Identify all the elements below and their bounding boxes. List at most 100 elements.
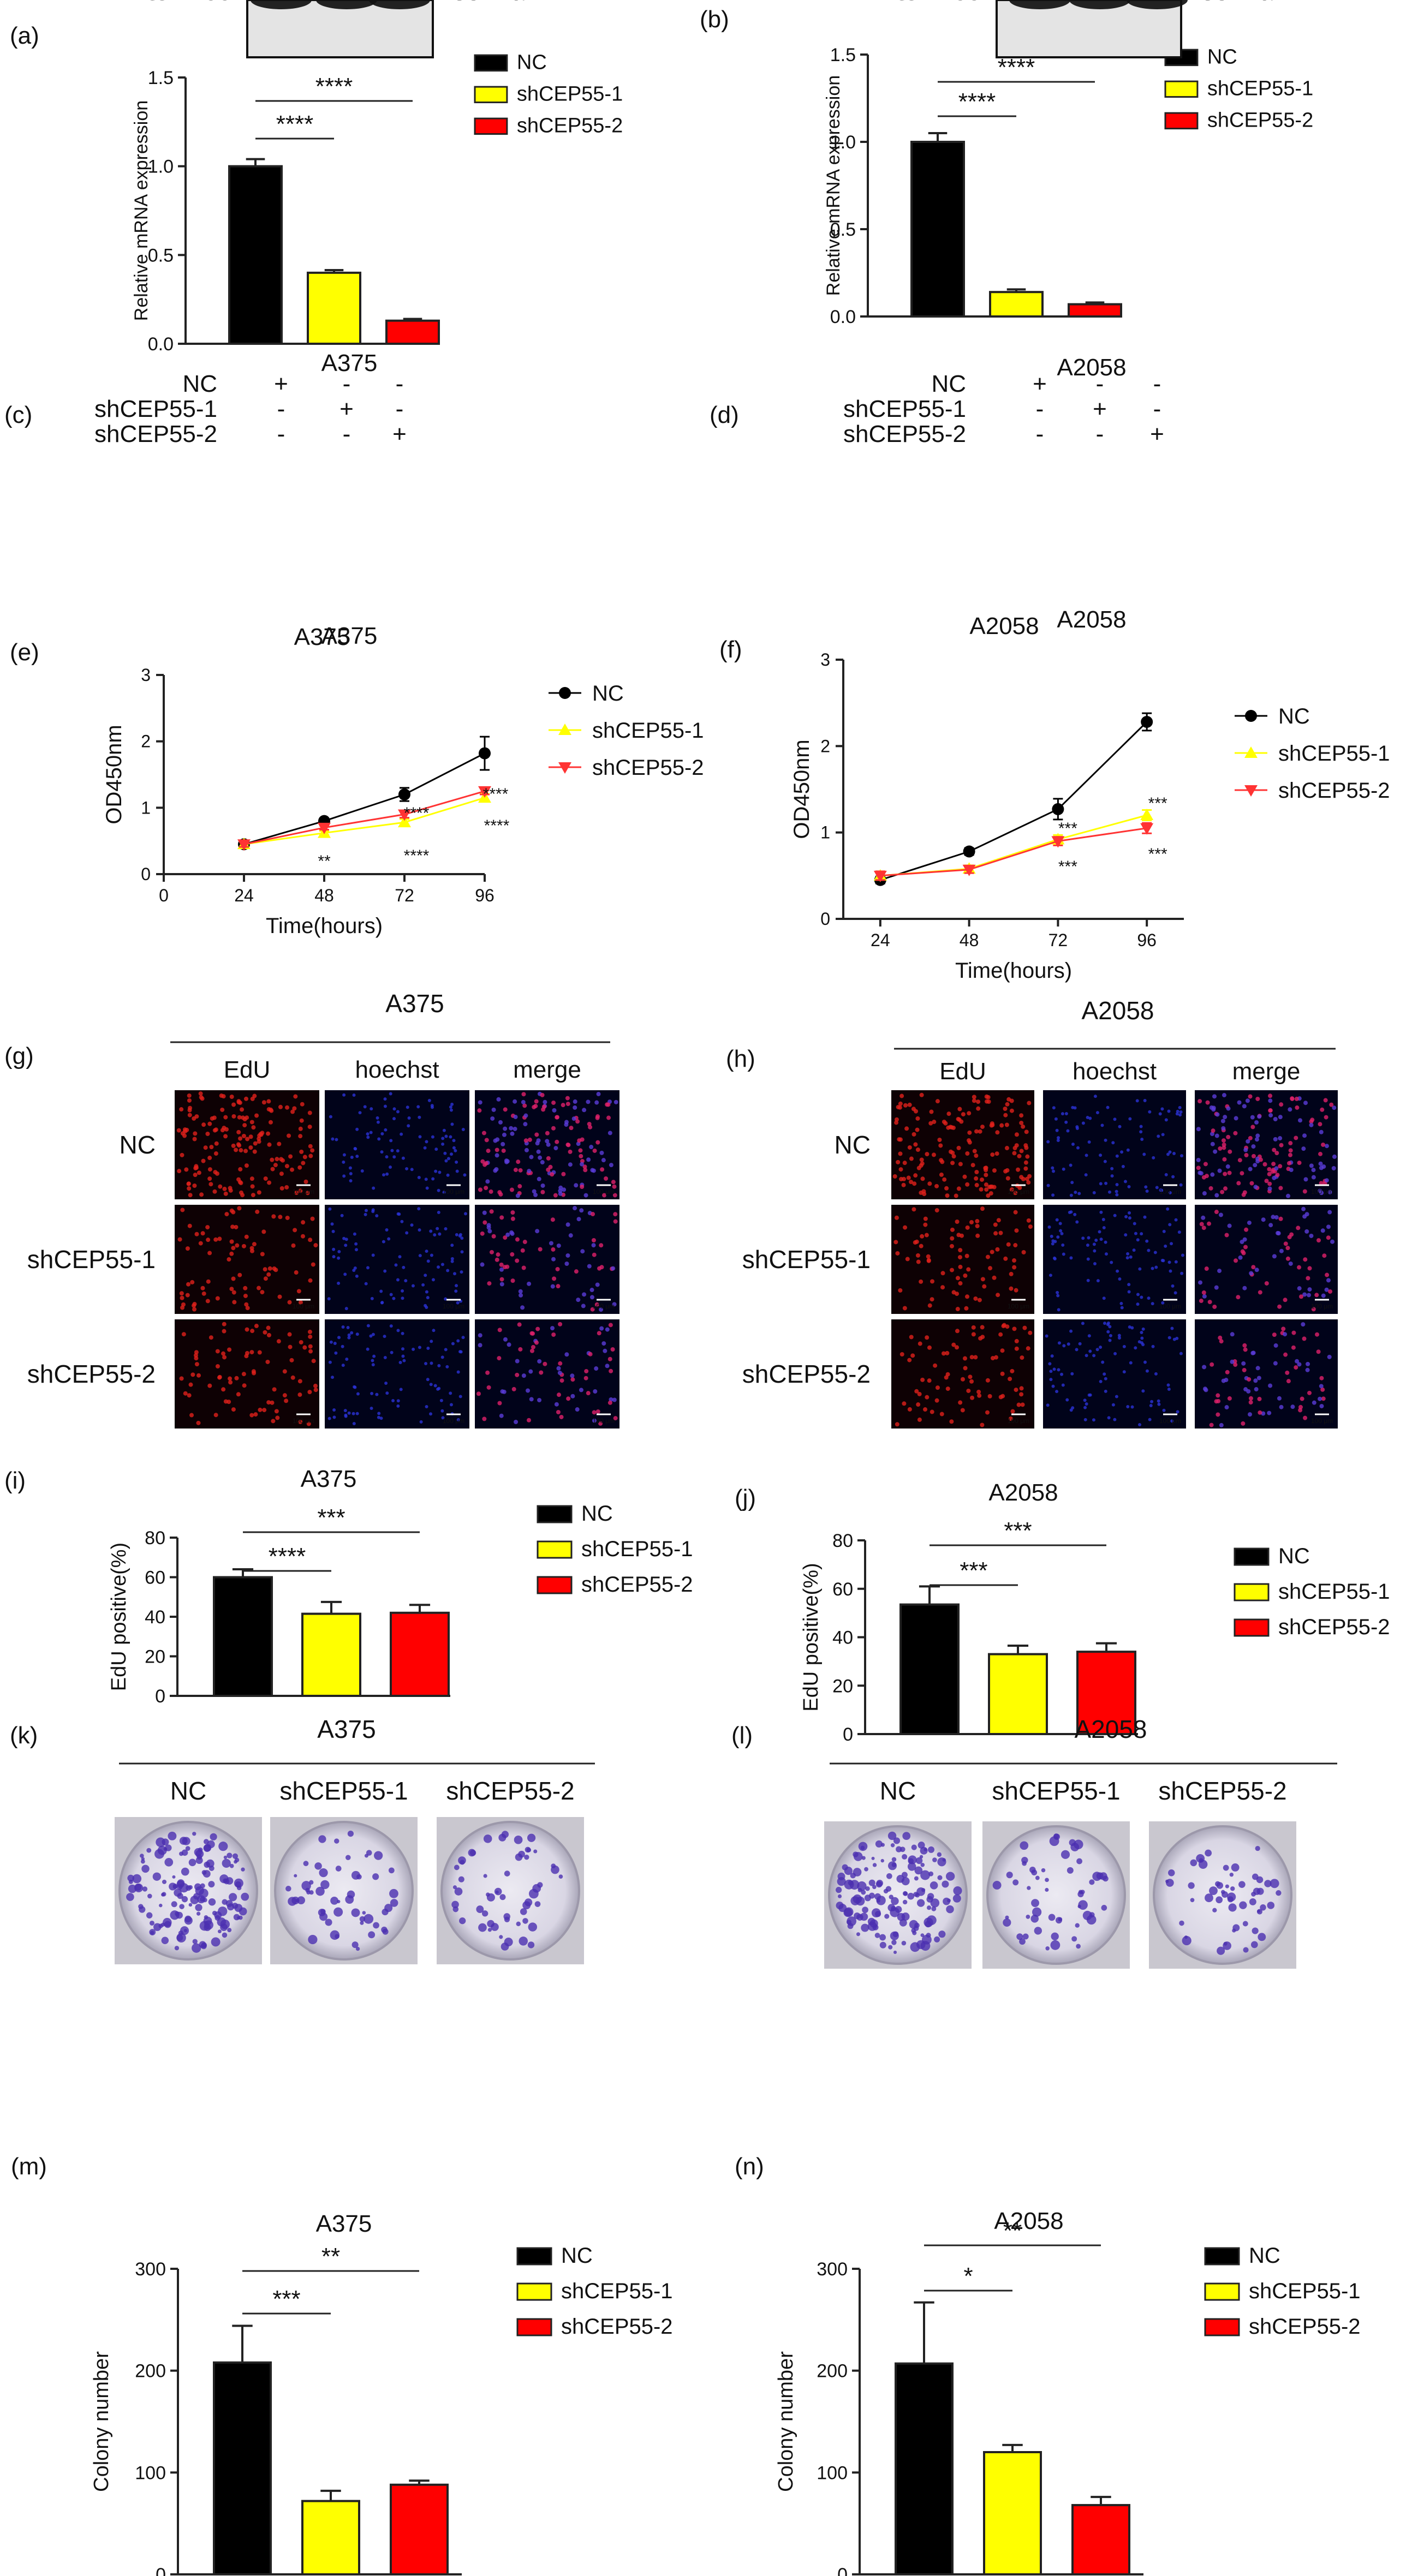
edu-cell-dot bbox=[1296, 1226, 1301, 1230]
edu-cell-dot bbox=[1046, 1140, 1050, 1144]
colony-spot bbox=[915, 1857, 923, 1864]
edu-cell-dot bbox=[389, 1166, 392, 1169]
edu-cell-dot bbox=[1025, 1154, 1030, 1159]
edu-cell-dot bbox=[310, 1148, 315, 1153]
edu-cell-dot bbox=[1154, 1372, 1158, 1376]
panel-label-l: (l) bbox=[731, 1722, 753, 1749]
edu-cell-dot bbox=[1093, 1095, 1097, 1098]
edu-cell-dot bbox=[384, 1381, 388, 1385]
edu-cell-dot bbox=[207, 1176, 212, 1181]
edu-image-hoechst bbox=[325, 1319, 469, 1429]
edu-image-hoechst bbox=[325, 1090, 469, 1199]
edu-cell-dot bbox=[496, 1097, 501, 1102]
edu-cell-dot bbox=[593, 1389, 598, 1394]
edu-cell-dot bbox=[434, 1169, 438, 1173]
edu-cell-dot bbox=[1294, 1135, 1298, 1140]
edu-cell-dot bbox=[1275, 1173, 1280, 1178]
y-tick-label: 0 bbox=[156, 2565, 166, 2576]
colony-spot bbox=[156, 1837, 165, 1848]
edu-cell-dot bbox=[187, 1223, 192, 1228]
edu-cell-dot bbox=[449, 1105, 452, 1109]
edu-cell-dot bbox=[899, 1352, 904, 1357]
edu-cell-dot bbox=[510, 1232, 515, 1236]
edu-cell-dot bbox=[1276, 1230, 1280, 1235]
edu-cell-dot bbox=[951, 1154, 956, 1159]
legend-label: NC bbox=[1278, 704, 1310, 728]
edu-cell-dot bbox=[1085, 1153, 1088, 1157]
edu-cell-dot bbox=[392, 1296, 396, 1300]
edu-cell-dot bbox=[561, 1172, 566, 1176]
colony-column-label: NC bbox=[170, 1777, 206, 1805]
edu-cell-dot bbox=[503, 1126, 508, 1131]
edu-cell-dot bbox=[1128, 1117, 1132, 1121]
edu-cell-dot bbox=[1046, 1403, 1050, 1407]
legend-label: shCEP55-2 bbox=[581, 1573, 693, 1597]
edu-cell-dot bbox=[331, 1229, 335, 1233]
edu-cell-dot bbox=[1226, 1106, 1231, 1111]
legend-label: shCEP55-1 bbox=[1278, 742, 1390, 766]
edu-cell-dot bbox=[575, 1119, 580, 1124]
edu-cell-dot bbox=[180, 1208, 185, 1212]
edu-column-label: merge bbox=[513, 1056, 581, 1083]
edu-cell-dot bbox=[400, 1132, 403, 1136]
colony-spot bbox=[901, 1872, 908, 1878]
edu-cell-dot bbox=[418, 1228, 421, 1232]
edu-cell-dot bbox=[1318, 1122, 1322, 1127]
bar-shcep55-1 bbox=[301, 2500, 360, 2576]
edu-cell-dot bbox=[1069, 1256, 1073, 1260]
edu-cell-dot bbox=[974, 1170, 979, 1175]
edu-cell-dot bbox=[1217, 1269, 1222, 1274]
edu-cell-dot bbox=[1019, 1149, 1024, 1153]
bar-shcep55-2 bbox=[1068, 303, 1122, 318]
colony-spot bbox=[142, 1886, 148, 1892]
edu-cell-dot bbox=[308, 1278, 313, 1283]
edu-cell-dot bbox=[602, 1193, 607, 1198]
edu-cell-dot bbox=[1214, 1193, 1219, 1198]
edu-cell-dot bbox=[582, 1108, 587, 1113]
edu-cell-dot bbox=[1140, 1336, 1144, 1340]
scale-bar-label: 100 μm bbox=[443, 1188, 464, 1196]
panel-label-k: (k) bbox=[10, 1722, 38, 1749]
edu-cell-dot bbox=[255, 1209, 260, 1214]
y-tick-label: 2 bbox=[820, 736, 830, 756]
blot-title: A375 bbox=[321, 350, 378, 376]
colony-spot bbox=[945, 1872, 955, 1881]
edu-cell-dot bbox=[546, 1142, 551, 1147]
colony-spot bbox=[207, 1840, 215, 1849]
panel-label-e: (e) bbox=[10, 639, 39, 666]
edu-cell-dot bbox=[360, 1169, 364, 1173]
edu-cell-dot bbox=[973, 1355, 978, 1360]
edu-cell-dot bbox=[1164, 1244, 1167, 1248]
edu-cell-dot bbox=[934, 1208, 939, 1213]
edu-cell-dot bbox=[383, 1097, 387, 1101]
scale-bar-label: 100 μm bbox=[293, 1302, 314, 1310]
edu-cell-dot bbox=[1253, 1163, 1258, 1168]
edu-cell-dot bbox=[215, 1364, 220, 1368]
edu-column-label: hoechst bbox=[1073, 1058, 1157, 1085]
edu-cell-dot bbox=[308, 1238, 313, 1242]
edu-cell-dot bbox=[1120, 1150, 1124, 1154]
edu-image-edu bbox=[175, 1319, 319, 1429]
colony-spot bbox=[192, 1943, 201, 1953]
edu-cell-dot bbox=[592, 1252, 597, 1257]
edu-cell-dot bbox=[1104, 1240, 1107, 1244]
edu-cell-dot bbox=[1023, 1166, 1028, 1171]
edu-cell-dot bbox=[919, 1092, 924, 1097]
edu-cell-dot bbox=[1332, 1154, 1337, 1159]
edu-cell-dot bbox=[352, 1269, 356, 1272]
edu-cell-dot bbox=[344, 1238, 348, 1241]
colony-spot bbox=[1035, 1875, 1040, 1880]
y-axis-label: EdU positive(%) bbox=[108, 1543, 130, 1691]
edu-cell-dot bbox=[227, 1347, 232, 1352]
edu-cell-dot bbox=[958, 1281, 963, 1286]
edu-cell-dot bbox=[482, 1210, 487, 1215]
edu-cell-dot bbox=[1198, 1280, 1203, 1285]
edu-cell-dot bbox=[1226, 1134, 1231, 1139]
edu-cell-dot bbox=[1142, 1152, 1146, 1156]
edu-cell-dot bbox=[444, 1297, 448, 1301]
edu-cell-dot bbox=[1242, 1367, 1247, 1372]
edu-cell-dot bbox=[1210, 1172, 1215, 1177]
edu-cell-dot bbox=[329, 1340, 333, 1344]
edu-cell-dot bbox=[575, 1407, 580, 1412]
edu-cell-dot bbox=[1085, 1402, 1088, 1406]
